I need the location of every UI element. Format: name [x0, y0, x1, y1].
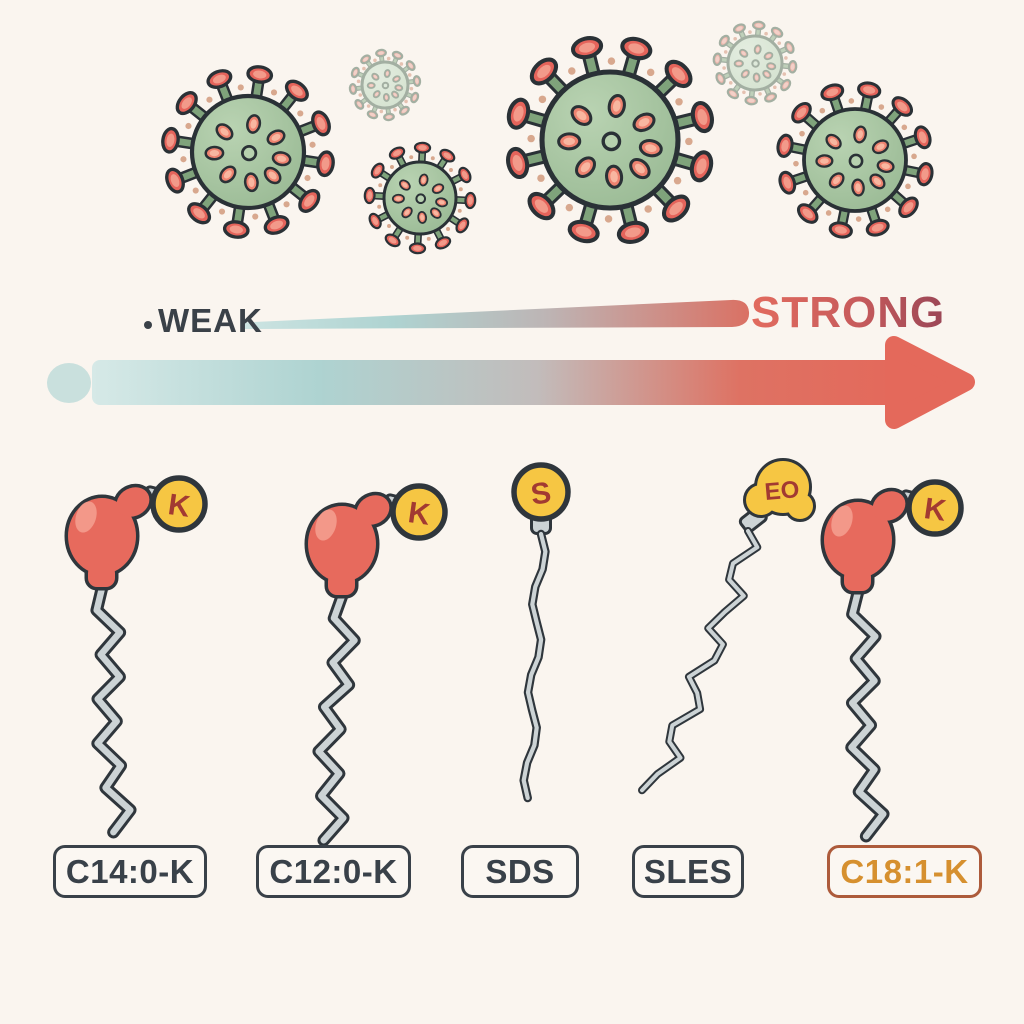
counterion-badge [150, 475, 208, 533]
counterion-badge [511, 462, 571, 522]
counterion-letter: S [529, 476, 553, 511]
label-c18-1-k: C18:1-K [827, 845, 982, 898]
surfactant-structure-sles: EO [638, 458, 816, 795]
weak-label: WEAK [158, 302, 263, 339]
counterion-badge [390, 483, 448, 541]
virus-icon [161, 65, 335, 239]
surfactant-structure-c18-1-k: K [820, 479, 964, 843]
virus-icon [348, 48, 422, 122]
counterion-letter: K [166, 488, 192, 524]
strong-label: STRONG [751, 288, 946, 337]
label-sles: SLES [632, 845, 744, 898]
virus-icon [363, 141, 477, 255]
surfactant-structure-c14-0-k: K [64, 475, 208, 839]
counterion-letter: EO [764, 476, 801, 506]
arrow-tail-blob [47, 363, 91, 403]
gradient-arrow-head [885, 336, 975, 429]
counterion-badge [906, 479, 964, 537]
label-c12-0-k: C12:0-K [256, 845, 411, 898]
counterion-letter: K [922, 492, 948, 528]
weak-bullet-dot [144, 321, 152, 329]
gradient-taper-line [240, 299, 750, 329]
label-c14-0-k: C14:0-K [53, 845, 207, 898]
surfactant-structure-sds: S [511, 462, 571, 803]
virus-icon [506, 36, 714, 244]
counterion-letter: K [406, 496, 432, 532]
gradient-arrow-bar [92, 360, 902, 405]
virus-icon [776, 81, 934, 239]
surfactant-structure-c12-0-k: K [304, 483, 448, 847]
virus-icon [712, 20, 798, 106]
label-sds: SDS [461, 845, 579, 898]
